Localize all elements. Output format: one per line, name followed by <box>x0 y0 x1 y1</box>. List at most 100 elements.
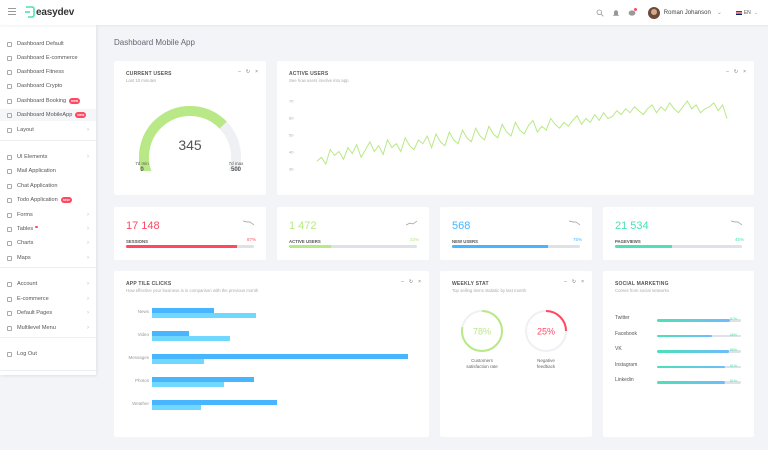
refresh-icon[interactable]: ↻ <box>408 279 414 285</box>
envelope-icon <box>7 168 12 174</box>
stat-percent: 87% <box>246 237 256 242</box>
list-icon <box>7 226 12 232</box>
sidebar: Dashboard Default Dashboard E-commerce Das… <box>0 25 96 375</box>
close-icon[interactable]: × <box>743 69 746 75</box>
donut-value: 78% <box>473 327 491 337</box>
close-icon[interactable]: × <box>255 69 258 75</box>
social-row-facebook: Facebook 65% <box>615 331 745 339</box>
sidebar-item-mail-application[interactable]: Mail Application <box>0 165 96 177</box>
minimize-icon[interactable]: – <box>401 279 404 285</box>
minimize-icon[interactable]: – <box>564 279 567 285</box>
user-name[interactable]: Roman Johanson <box>663 9 711 16</box>
stat-label: ACTIVE USERS <box>289 239 321 244</box>
donut-stat: 25% Negative feedback <box>524 309 568 370</box>
language-selector[interactable]: EN ⌄ <box>735 10 758 16</box>
search-icon[interactable] <box>596 9 604 17</box>
sidebar-item-label: Maps <box>17 255 31 261</box>
sidebar-item-label: Forms <box>17 212 33 218</box>
sidebar-item-label: Dashboard Booking <box>17 98 67 104</box>
category-label: Video <box>137 332 149 337</box>
close-icon[interactable]: × <box>581 279 584 285</box>
refresh-icon[interactable]: ↻ <box>733 69 739 75</box>
y-tick-label: 70 <box>289 99 294 104</box>
menu-toggle-icon[interactable] <box>8 8 16 15</box>
card-title: CURRENT USERS <box>126 71 172 77</box>
y-tick-label: 50 <box>289 133 294 138</box>
sidebar-item-dashboard-crypto[interactable]: Dashboard Crypto <box>0 80 96 92</box>
sidebar-item-account[interactable]: Account › <box>0 278 96 290</box>
social-percent: 86% <box>729 348 737 352</box>
card-title: SOCIAL MARKETING <box>615 281 669 287</box>
social-progress-fill <box>657 381 726 384</box>
chevron-right-icon: › <box>87 226 89 232</box>
card-subtitle: How effective your business is in compar… <box>126 288 259 293</box>
donut-value: 25% <box>537 327 555 337</box>
sidebar-item-layout[interactable]: Layout › <box>0 124 96 136</box>
stat-progress-bar <box>289 245 417 248</box>
social-progress-bar: 86% <box>657 348 741 353</box>
stat-progress-bar <box>452 245 580 248</box>
chevron-right-icon: › <box>87 296 89 302</box>
menu-icon <box>7 325 12 331</box>
current-users-gauge <box>139 106 241 171</box>
social-progress-fill <box>657 334 712 337</box>
refresh-icon[interactable]: ↻ <box>571 279 577 285</box>
max-value: 500 <box>230 167 241 173</box>
sidebar-item-dashboard-fitness[interactable]: Dashboard Fitness <box>0 66 96 78</box>
stat-percent: 33% <box>409 237 419 242</box>
chevron-right-icon: › <box>87 240 89 246</box>
sidebar-item-multilevel-menu[interactable]: Multilevel Menu › <box>0 322 96 334</box>
sidebar-item-label: Dashboard Fitness <box>17 69 64 75</box>
sidebar-item-e-commerce[interactable]: E-commerce › <box>0 293 96 305</box>
notification-dot <box>35 225 38 229</box>
avatar[interactable] <box>647 6 660 19</box>
sidebar-item-dashboard-mobileapp[interactable]: Dashboard MobileApp new <box>0 109 96 121</box>
sidebar-item-forms[interactable]: Forms › <box>0 209 96 221</box>
sidebar-item-ui-elements[interactable]: UI Elements › <box>0 151 96 163</box>
trend-down-icon <box>243 220 255 226</box>
trend-down-icon <box>731 220 743 226</box>
chevron-right-icon: › <box>87 212 89 218</box>
social-percent: 65% <box>729 332 737 337</box>
heart-icon <box>7 69 12 75</box>
active-users-card: ACTIVE USERS See how users involve into … <box>277 61 754 195</box>
stat-card-active-users: 1 472 ACTIVE USERS 33% <box>277 207 429 260</box>
sidebar-item-log-out[interactable]: Log Out <box>0 348 96 360</box>
page-title: Dashboard Mobile App <box>114 38 195 47</box>
sidebar-item-maps[interactable]: Maps › <box>0 252 96 264</box>
top-bar: easydev Roman Johanson ⌄ EN ⌄ <box>0 0 768 25</box>
diamond-icon <box>7 154 12 160</box>
chat-icon[interactable] <box>628 7 637 17</box>
stat-progress-bar <box>615 245 742 248</box>
notification-bell-icon[interactable] <box>612 9 620 17</box>
sidebar-item-chat-application[interactable]: Chat Application <box>0 180 96 192</box>
stat-progress-fill <box>289 245 332 248</box>
sidebar-divider <box>0 337 96 338</box>
donut-caption-line-1: Customers <box>471 358 493 363</box>
sidebar-item-default-pages[interactable]: Default Pages › <box>0 307 96 319</box>
sidebar-item-todo-application[interactable]: Todo Application new <box>0 194 96 206</box>
chevron-down-icon[interactable]: ⌄ <box>716 10 722 16</box>
minimize-icon[interactable]: – <box>726 69 729 75</box>
close-icon[interactable]: × <box>418 279 421 285</box>
bar-news-series-1 <box>152 308 215 313</box>
refresh-icon[interactable]: ↻ <box>245 69 251 75</box>
logo[interactable]: easydev <box>24 5 74 19</box>
sidebar-item-tables[interactable]: Tables › <box>0 223 96 235</box>
sidebar-item-dashboard-e-commerce[interactable]: Dashboard E-commerce <box>0 52 96 64</box>
minimize-icon[interactable]: – <box>238 69 241 75</box>
donut-ring: 78% <box>461 310 503 352</box>
sidebar-item-label: Account <box>17 281 38 287</box>
donut-ring: 25% <box>525 310 567 352</box>
trend-up-icon <box>406 220 418 226</box>
chevron-right-icon: › <box>87 127 89 133</box>
sidebar-item-label: Layout <box>17 127 34 133</box>
sidebar-item-charts[interactable]: Charts › <box>0 237 96 249</box>
map-icon <box>7 255 12 261</box>
donut-caption-line-2: satisfaction rate <box>466 364 498 369</box>
file-empty-icon <box>7 310 12 316</box>
chevron-right-icon: › <box>87 281 89 287</box>
card-title: ACTIVE USERS <box>289 71 329 77</box>
sidebar-item-dashboard-booking[interactable]: Dashboard Booking new <box>0 95 96 107</box>
sidebar-item-dashboard-default[interactable]: Dashboard Default <box>0 38 96 50</box>
